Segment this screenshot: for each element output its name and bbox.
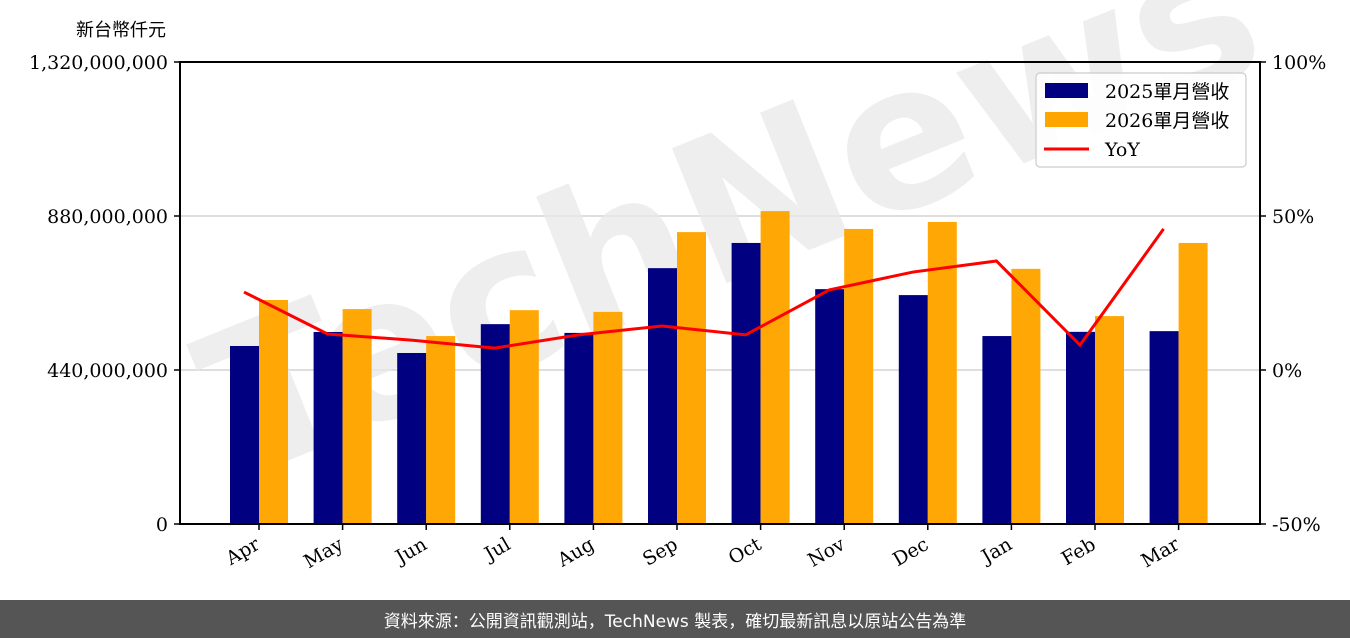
bar-2026-oct[interactable] <box>760 211 790 524</box>
yoy-line[interactable] <box>243 228 1165 350</box>
bar-2026-mar[interactable] <box>1178 242 1208 524</box>
bar-2025-jul[interactable] <box>480 324 510 524</box>
bar-2026-jan[interactable] <box>1011 268 1041 524</box>
x-tick-label: Sep <box>639 533 682 570</box>
y2-tick-label: 50% <box>1272 206 1314 228</box>
y2-tick-label: 100% <box>1272 52 1326 74</box>
revenue-chart: TechNews0440,000,000880,000,0001,320,000… <box>29 0 1326 573</box>
bar-2025-feb[interactable] <box>1066 331 1095 524</box>
bar-2025-jun[interactable] <box>397 352 427 524</box>
bar-2026-may[interactable] <box>342 309 372 524</box>
y-tick-label: 880,000,000 <box>47 206 168 228</box>
x-tick-label: Jul <box>479 533 514 566</box>
footer-text: 資料來源：公開資訊觀測站，TechNews 製表，確切最新訊息以原站公告為準 <box>383 611 967 632</box>
bar-2025-may[interactable] <box>313 331 343 524</box>
bar-2026-apr[interactable] <box>259 300 288 524</box>
y2-tick-label: 0% <box>1272 360 1302 382</box>
legend-label: YoY <box>1104 139 1140 161</box>
legend-label: 2025單月營收 <box>1105 81 1229 103</box>
x-tick-label: Oct <box>725 533 766 569</box>
x-tick-label: Nov <box>804 533 849 572</box>
x-tick-label: Apr <box>221 533 264 570</box>
bar-2025-mar[interactable] <box>1149 331 1179 524</box>
legend-swatch <box>1045 112 1088 127</box>
bar-2025-jan[interactable] <box>982 336 1012 524</box>
bar-2025-dec[interactable] <box>898 295 928 524</box>
x-tick-label: Feb <box>1058 533 1100 570</box>
plot-frame <box>179 61 1261 525</box>
x-tick-label: Jan <box>976 533 1016 569</box>
y-tick-label: 1,320,000,000 <box>29 52 168 74</box>
x-tick-label: May <box>300 533 347 573</box>
bar-2025-sep[interactable] <box>648 268 677 524</box>
legend-swatch <box>1045 83 1088 98</box>
x-tick-label: Mar <box>1138 533 1184 572</box>
bar-2026-nov[interactable] <box>844 228 874 524</box>
bar-2026-jun[interactable] <box>426 336 456 524</box>
bar-2026-aug[interactable] <box>593 311 623 524</box>
bar-2026-dec[interactable] <box>927 221 957 524</box>
bar-2025-apr[interactable] <box>230 345 259 524</box>
bar-2025-nov[interactable] <box>815 289 845 524</box>
source-footer: 資料來源：公開資訊觀測站，TechNews 製表，確切最新訊息以原站公告為準 <box>0 600 1350 638</box>
y-tick-label: 440,000,000 <box>47 360 168 382</box>
y-axis-unit-label: 新台幣仟元 <box>76 20 166 41</box>
bar-2025-aug[interactable] <box>564 332 594 524</box>
y-tick-label: 0 <box>156 514 168 536</box>
legend: 2025單月營收 2026單月營收 YoY <box>1035 72 1247 168</box>
bar-2026-sep[interactable] <box>677 232 706 524</box>
x-tick-label: Dec <box>889 533 932 571</box>
y2-tick-label: -50% <box>1272 514 1321 536</box>
legend-label: 2026單月營收 <box>1105 110 1229 132</box>
x-tick-label: Aug <box>553 533 598 572</box>
x-tick-label: Jun <box>390 533 431 569</box>
bar-2025-oct[interactable] <box>731 242 761 524</box>
bar-2026-feb[interactable] <box>1095 316 1124 524</box>
